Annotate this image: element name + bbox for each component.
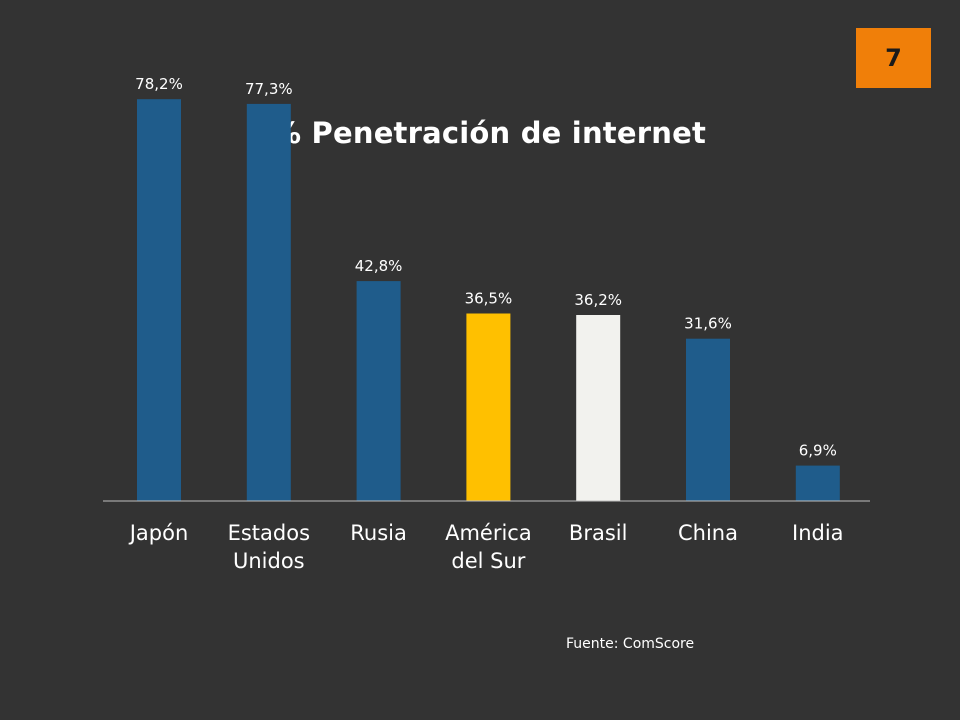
data-label-3: 36,5%: [465, 290, 513, 308]
bar-6: [795, 465, 840, 501]
data-label-1: 77,3%: [245, 80, 293, 98]
category-label-4: Brasil: [569, 521, 628, 545]
data-label-5: 31,6%: [684, 315, 732, 333]
category-label-line: China: [678, 521, 738, 545]
category-label-line: Estados: [228, 521, 310, 545]
bar-1: [246, 103, 291, 502]
data-label-0: 78,2%: [135, 75, 183, 93]
category-label-0: Japón: [128, 521, 189, 545]
data-label-6: 6,9%: [799, 442, 837, 460]
category-label-3: América del Sur: [445, 521, 532, 573]
category-label-1: Estados Unidos: [228, 521, 310, 573]
category-label-line: Unidos: [233, 549, 305, 573]
data-label-2: 42,8%: [355, 257, 403, 275]
chart-title: % Penetración de internet: [271, 116, 707, 150]
page-number: 7: [885, 44, 902, 72]
bar-3: [466, 313, 511, 501]
category-label-line: Brasil: [569, 521, 628, 545]
bar-2: [356, 281, 401, 501]
category-label-line: India: [792, 521, 844, 545]
data-labels-group: 78,2% 77,3% 42,8% 36,5% 36,2% 31,6% 6,9%: [135, 75, 837, 459]
bar-5: [686, 338, 730, 501]
bars-group: [137, 99, 840, 502]
source-note: Fuente: ComScore: [566, 636, 695, 652]
category-label-line: Japón: [128, 521, 189, 545]
category-label-5: China: [678, 521, 738, 545]
category-label-2: Rusia: [350, 521, 407, 545]
bar-0: [137, 99, 181, 501]
data-label-4: 36,2%: [574, 291, 622, 309]
bar-4: [576, 315, 621, 501]
category-label-line: Rusia: [350, 521, 407, 545]
category-label-line: del Sur: [451, 549, 525, 573]
category-label-line: América: [445, 521, 532, 545]
category-labels-group: Japón Estados Unidos Rusia América del Sur Bra…: [128, 521, 844, 573]
category-label-6: India: [792, 521, 844, 545]
page-number-badge: 7: [856, 28, 931, 88]
